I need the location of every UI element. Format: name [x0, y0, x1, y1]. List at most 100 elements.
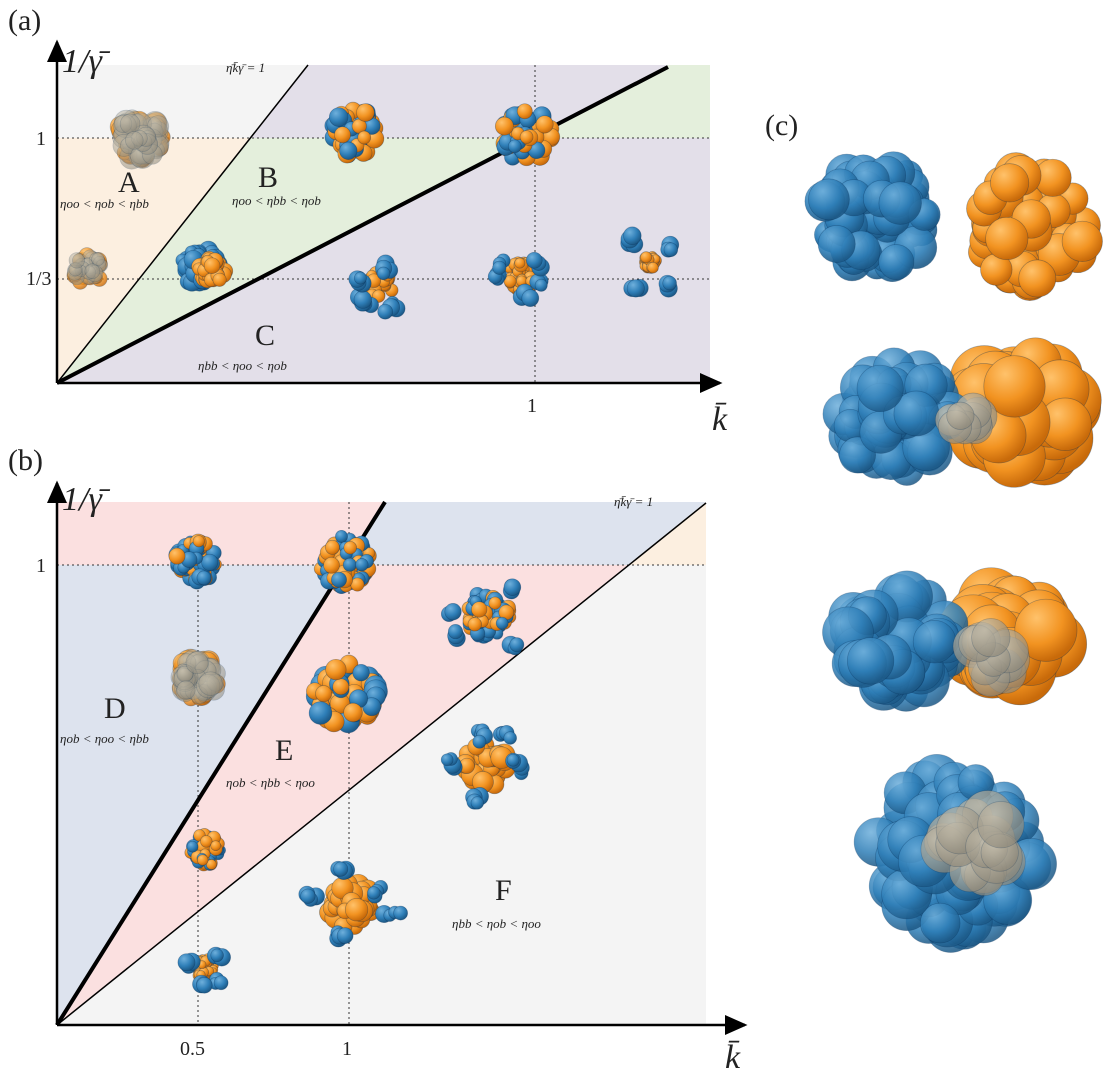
region-name: E — [275, 734, 293, 767]
cell — [316, 686, 332, 702]
cell — [204, 258, 220, 274]
x-tick-label: 1 — [527, 395, 537, 417]
cell — [169, 548, 185, 564]
cell — [627, 280, 644, 297]
cell — [199, 672, 223, 696]
cell — [337, 928, 353, 944]
cell — [489, 597, 501, 609]
figure: (a) 1/γ̄ k̄ 1 1/3 1 η̄k̄γ̄ = 1 A ηoo < η… — [0, 0, 1117, 1079]
region-condition: ηoo < ηob < ηbb — [60, 196, 149, 211]
cell — [495, 117, 513, 135]
cell — [913, 620, 956, 663]
cell — [508, 140, 521, 153]
cell — [331, 572, 346, 587]
cell — [178, 954, 195, 971]
cell — [641, 252, 652, 263]
cell — [214, 976, 228, 990]
cell — [493, 261, 506, 274]
cell — [526, 252, 542, 268]
region-name: B — [258, 161, 278, 194]
cell — [468, 618, 482, 632]
cell — [947, 402, 974, 429]
cell — [517, 104, 532, 119]
cell — [522, 290, 539, 307]
cell — [504, 579, 521, 596]
cell — [510, 638, 524, 652]
cell — [329, 108, 348, 127]
region-condition: ηbb < ηoo < ηob — [198, 358, 287, 373]
cell — [358, 131, 371, 144]
y-tick-label: 1 — [36, 128, 46, 150]
cell — [340, 142, 358, 160]
cell — [1019, 260, 1056, 297]
cell — [978, 802, 1024, 848]
cell — [648, 262, 659, 273]
cell — [197, 855, 208, 866]
cell — [847, 638, 894, 685]
cell — [211, 949, 224, 962]
cell — [353, 664, 370, 681]
region-condition: ηob < ηbb < ηoo — [226, 775, 315, 790]
cell — [69, 253, 85, 269]
line-label: η̄k̄γ̄ = 1 — [226, 60, 265, 75]
cell — [325, 540, 339, 554]
cell — [335, 530, 347, 542]
cell — [309, 702, 332, 725]
region-condition: ηoo < ηbb < ηob — [232, 193, 321, 208]
cell — [535, 279, 547, 291]
cell — [515, 258, 525, 268]
cell — [394, 906, 408, 920]
cell — [197, 571, 211, 585]
cell — [125, 132, 143, 150]
panel-label: (b) — [8, 444, 43, 477]
cell — [448, 624, 462, 638]
cell — [333, 679, 349, 695]
y-tick-label: 1 — [36, 555, 46, 577]
cell — [85, 264, 100, 279]
x-axis-label: k̄ — [725, 1039, 741, 1076]
region-name: C — [255, 319, 275, 352]
panel-label: (c) — [765, 109, 798, 142]
region-name: A — [118, 166, 140, 199]
cell — [507, 754, 519, 766]
cell — [445, 603, 462, 620]
cell — [378, 304, 393, 319]
cell — [193, 536, 204, 547]
cell — [1062, 221, 1102, 261]
region-name: D — [104, 692, 126, 725]
cell — [326, 659, 347, 680]
cell — [334, 127, 350, 143]
cell — [344, 703, 363, 722]
cell — [808, 179, 849, 220]
cell — [520, 131, 533, 144]
panel-label: (a) — [8, 4, 41, 37]
cell — [536, 116, 553, 133]
cell — [473, 735, 486, 748]
line-label: η̄k̄γ̄ = 1 — [614, 494, 653, 509]
cell — [343, 558, 356, 571]
x-tick-label: 1 — [342, 1038, 352, 1060]
cell — [357, 104, 375, 122]
region-condition: ηob < ηoo < ηbb — [60, 731, 149, 746]
cell — [471, 797, 484, 810]
cell — [334, 862, 348, 876]
cell — [623, 227, 641, 245]
cell — [354, 291, 372, 309]
region-name: F — [495, 874, 512, 907]
cell — [213, 273, 226, 286]
cell — [345, 898, 368, 921]
cell — [879, 182, 922, 225]
cell — [367, 887, 380, 900]
cell — [301, 889, 316, 904]
cell — [354, 272, 366, 284]
cell — [211, 841, 221, 851]
cell — [324, 557, 340, 573]
cell — [857, 365, 903, 411]
x-tick-label: 0.5 — [180, 1038, 205, 1060]
cell — [177, 681, 195, 699]
cell — [202, 554, 218, 570]
y-tick-label: 1/3 — [26, 268, 52, 290]
cell — [879, 245, 914, 280]
cell — [187, 841, 198, 852]
cell — [818, 225, 855, 262]
